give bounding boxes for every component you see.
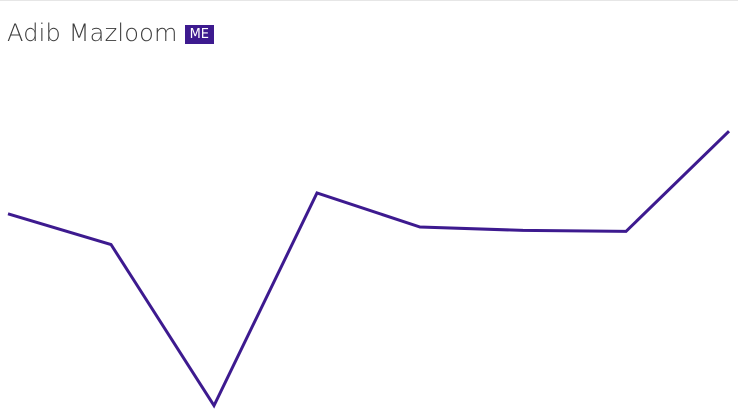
- me-badge: ME: [184, 24, 215, 44]
- series-line: [7, 130, 731, 409]
- user-header: Adib Mazloom ME: [7, 18, 215, 48]
- top-divider: [0, 0, 738, 1]
- user-name: Adib Mazloom: [7, 19, 178, 47]
